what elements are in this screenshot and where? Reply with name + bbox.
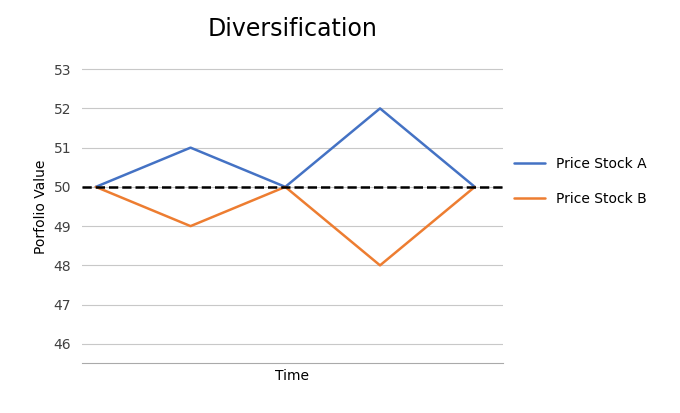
Price Stock B — [471, 184, 479, 189]
X-axis label: Time: Time — [275, 369, 309, 383]
Line: Price Stock A: Price Stock A — [96, 108, 475, 187]
Price Stock A — [471, 184, 479, 189]
Title: Diversification: Diversification — [207, 17, 377, 40]
Price Stock A — [186, 145, 194, 150]
Price Stock B — [92, 184, 100, 189]
Line: Price Stock B: Price Stock B — [96, 187, 475, 265]
Legend: Price Stock A, Price Stock B: Price Stock A, Price Stock B — [514, 157, 647, 206]
Price Stock A — [92, 184, 100, 189]
Price Stock A — [376, 106, 384, 111]
Price Stock A — [282, 184, 290, 189]
Price Stock B — [376, 263, 384, 268]
Y-axis label: Porfolio Value: Porfolio Value — [34, 159, 48, 254]
Price Stock B — [282, 184, 290, 189]
Price Stock B — [186, 224, 194, 229]
